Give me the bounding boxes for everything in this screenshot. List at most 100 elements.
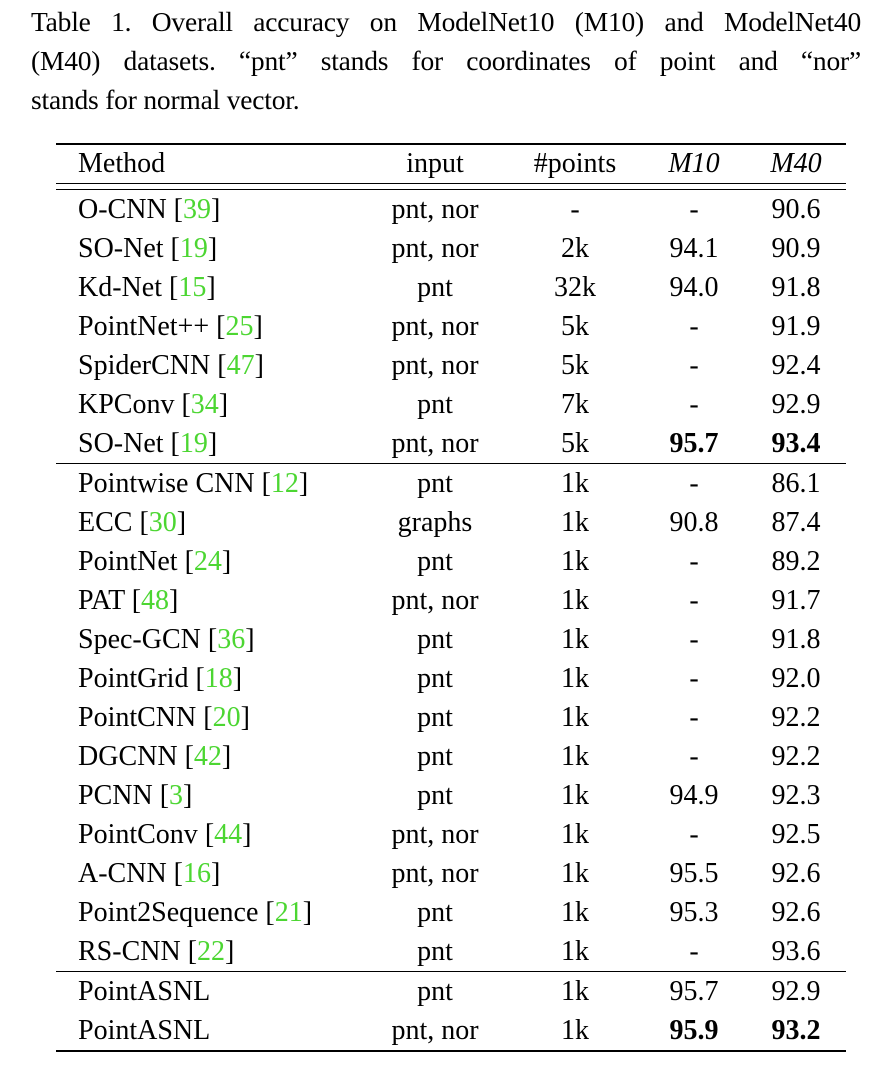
cell-m40: 92.3 — [771, 779, 821, 811]
cell-input: pnt, nor — [391, 818, 479, 850]
table-row: PointGrid [18] pnt 1k - 92.0 — [56, 659, 846, 698]
cell-points: 7k — [561, 388, 589, 420]
cell-points: 32k — [554, 271, 596, 303]
method-name: PointCNN — [78, 701, 197, 733]
citation-link[interactable]: 21 — [274, 896, 303, 928]
method-name: O-CNN — [78, 193, 167, 225]
cell-input: pnt, nor — [362, 1011, 508, 1052]
cell-m10: - — [689, 935, 699, 967]
cell-method: Point2Sequence [21] — [78, 896, 313, 928]
cell-input: pnt — [417, 779, 453, 811]
table-row: Spec-GCN [36] pnt 1k - 91.8 — [56, 620, 846, 659]
citation-link[interactable]: 19 — [179, 427, 208, 459]
method-name: PAT — [78, 584, 125, 616]
citation-link[interactable]: 12 — [270, 467, 299, 499]
table-row: RS-CNN [22] pnt 1k - 93.6 — [56, 932, 846, 972]
header-input: input — [406, 148, 464, 179]
method-name: Kd-Net — [78, 271, 162, 303]
method-name: PCNN — [78, 779, 153, 811]
citation-link[interactable]: 36 — [217, 623, 246, 655]
citation-link[interactable]: 20 — [212, 701, 241, 733]
cell-m40: 92.2 — [771, 740, 821, 772]
table-row: PointCNN [20] pnt 1k - 92.2 — [56, 698, 846, 737]
citation-link[interactable]: 39 — [183, 193, 211, 225]
citation-link[interactable]: 19 — [179, 232, 208, 264]
cell-points: 1k — [508, 463, 642, 503]
citation-link[interactable]: 24 — [193, 545, 222, 577]
cell-points: 2k — [561, 232, 589, 264]
cell-m10: - — [689, 623, 699, 655]
cell-m40: 87.4 — [771, 506, 821, 538]
table-row: PAT [48] pnt, nor 1k - 91.7 — [56, 581, 846, 620]
table-row: PointNet++ [25] pnt, nor 5k - 91.9 — [56, 307, 846, 346]
table-body: O-CNN [39] pnt, nor - - 90.6 SO-Net [19] pnt, … — [56, 190, 846, 1052]
cell-input: pnt — [417, 388, 453, 420]
cell-m10: 95.7 — [642, 971, 746, 1011]
cell-input: pnt — [417, 701, 453, 733]
citation-link[interactable]: 47 — [226, 349, 255, 381]
cell-m10: 95.5 — [669, 857, 719, 889]
cell-m10: - — [689, 818, 699, 850]
cell-m10: 95.9 — [642, 1011, 746, 1052]
cell-input: pnt — [417, 271, 453, 303]
citation-link[interactable]: 34 — [190, 388, 219, 420]
table-row: Pointwise CNN [12] pnt 1k -86.1 — [56, 463, 846, 503]
cell-input: pnt — [362, 971, 508, 1011]
cell-points: 1k — [561, 935, 589, 967]
cell-m40: 92.4 — [771, 349, 821, 381]
cell-input: pnt — [417, 935, 453, 967]
cell-m40: 92.9 — [746, 971, 846, 1011]
cell-points: 1k — [561, 818, 589, 850]
cell-m40: 91.8 — [771, 623, 821, 655]
cell-method: KPConv [34] — [78, 388, 229, 420]
cell-m40: 92.5 — [771, 818, 821, 850]
method-name: KPConv — [78, 388, 175, 420]
citation-link[interactable]: 42 — [193, 740, 222, 772]
cell-method: SpiderCNN [47] — [78, 349, 264, 381]
cell-points: 1k — [561, 662, 589, 694]
cell-m40: 86.1 — [746, 463, 846, 503]
table-row: O-CNN [39] pnt, nor - - 90.6 — [56, 190, 846, 230]
table-caption: Table 1. Overall accuracy on ModelNet10 … — [31, 2, 861, 119]
cell-m40: 89.2 — [771, 545, 821, 577]
table-row: SO-Net [19] pnt, nor 5k 95.7 93.4 — [56, 424, 846, 464]
cell-points: 1k — [561, 623, 589, 655]
cell-m10: 95.7 — [669, 427, 719, 459]
citation-link[interactable]: 22 — [197, 935, 226, 967]
method-name: SO-Net — [78, 427, 164, 459]
citation-link[interactable]: 15 — [178, 271, 207, 303]
cell-method: PointGrid [18] — [78, 662, 243, 694]
cell-points: 1k — [561, 740, 589, 772]
method-name: Pointwise CNN — [78, 467, 255, 499]
cell-method: PointCNN [20] — [78, 701, 250, 733]
cell-points: 1k — [561, 506, 589, 538]
cell-points: - — [570, 193, 580, 225]
cell-method: SO-Net [19] — [78, 427, 218, 459]
table-row: PointNet [24] pnt 1k - 89.2 — [56, 542, 846, 581]
cell-m10: 90.8 — [669, 506, 719, 538]
cell-method: PointASNL — [56, 971, 362, 1011]
method-name: DGCNN — [78, 740, 178, 772]
citation-link[interactable]: 30 — [148, 506, 177, 538]
cell-m10: - — [689, 349, 699, 381]
cell-method: PointNet++ [25] — [78, 310, 263, 342]
citation-link[interactable]: 16 — [183, 857, 211, 889]
cell-input: graphs — [397, 506, 473, 538]
citation-link[interactable]: 44 — [214, 818, 243, 850]
citation-link[interactable]: 18 — [204, 662, 233, 694]
cell-m40: 92.9 — [771, 388, 821, 420]
cell-input: pnt, nor — [391, 310, 479, 342]
table-row: Point2Sequence [21] pnt 1k 95.3 92.6 — [56, 893, 846, 932]
cell-m40: 92.6 — [771, 857, 821, 889]
citation-link[interactable]: 25 — [225, 310, 254, 342]
cell-m10: - — [689, 193, 699, 225]
citation-link[interactable]: 3 — [169, 779, 184, 811]
cell-input: pnt — [417, 662, 453, 694]
method-name: PointASNL — [78, 1014, 211, 1046]
cell-method: Spec-GCN [36] — [78, 623, 255, 655]
table-row: ECC [30] graphs 1k 90.8 87.4 — [56, 503, 846, 542]
cell-m10: - — [689, 584, 699, 616]
cell-method: PointNet [24] — [78, 545, 232, 577]
cell-m40: 93.4 — [771, 427, 821, 459]
citation-link[interactable]: 48 — [141, 584, 170, 616]
